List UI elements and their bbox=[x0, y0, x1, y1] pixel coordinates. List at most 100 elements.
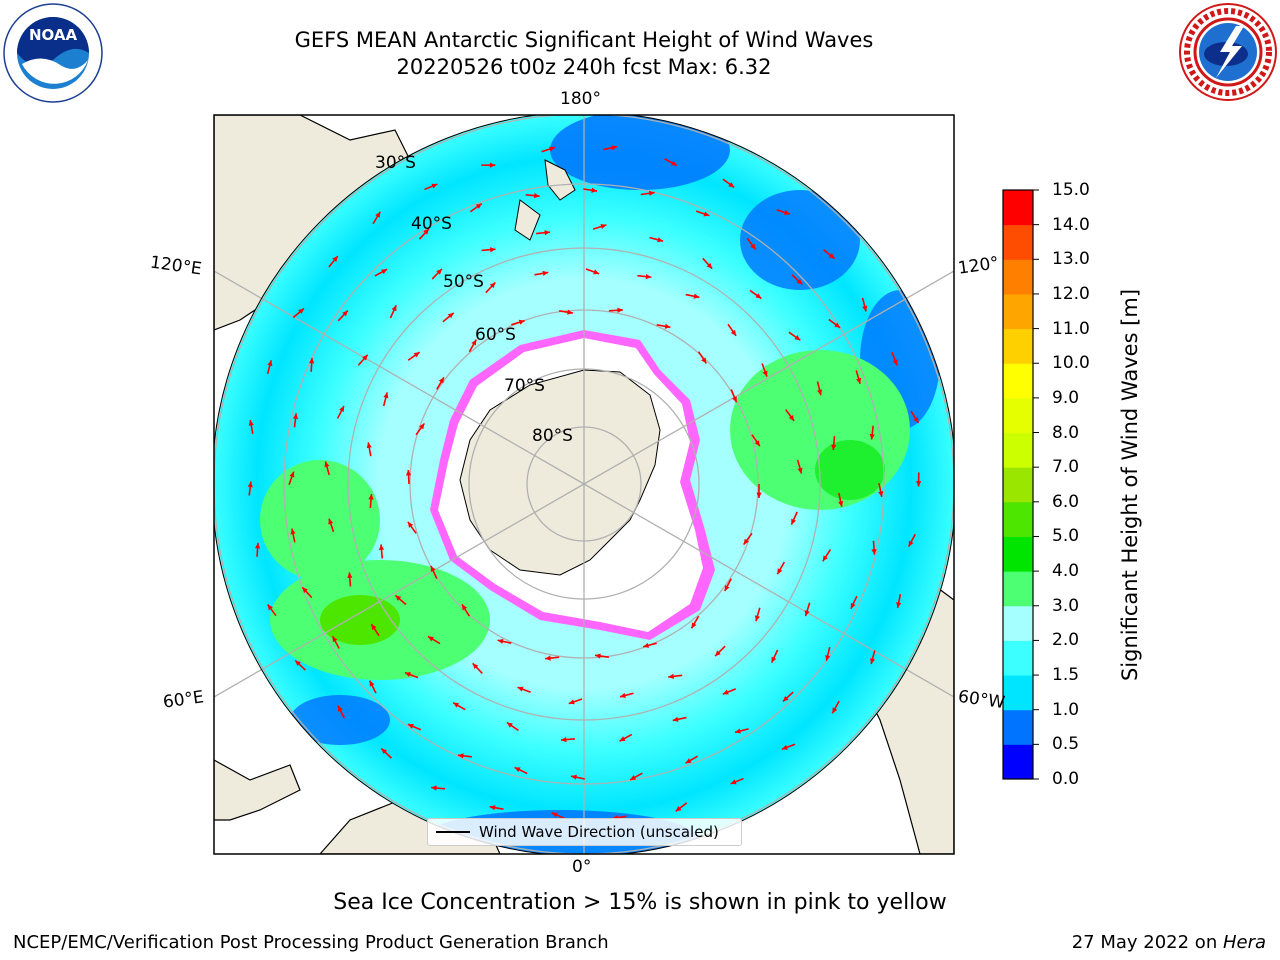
wave-peak-region bbox=[815, 440, 885, 500]
wave-direction-arrowhead bbox=[831, 444, 837, 451]
colorbar-tick-label: 2.0 bbox=[1052, 630, 1080, 651]
wave-direction-arrowhead bbox=[611, 145, 618, 151]
footer-date: 27 May 2022 on Hera bbox=[1072, 932, 1266, 953]
wave-direction-arrowhead bbox=[560, 737, 567, 743]
map-frame bbox=[213, 114, 955, 855]
footer-host: Hera bbox=[1222, 932, 1266, 953]
wave-direction-arrowhead bbox=[549, 146, 555, 152]
colorbar-swatch bbox=[1003, 467, 1033, 503]
wave-direction-arrowhead bbox=[643, 642, 650, 648]
wave-direction-arrowhead bbox=[672, 716, 679, 722]
colorbar-tick-label: 7.0 bbox=[1052, 457, 1080, 478]
wave-direction-arrowhead bbox=[620, 692, 626, 698]
wave-direction-arrowhead bbox=[506, 722, 513, 728]
wave-direction-arrowhead bbox=[292, 413, 299, 419]
wave-direction-arrowhead bbox=[825, 654, 831, 661]
colorbar-tick-label: 10.0 bbox=[1052, 353, 1090, 374]
noaa-logo: NOAA bbox=[3, 3, 103, 103]
wave-low-region bbox=[740, 190, 860, 290]
wave-direction-arrowhead bbox=[724, 585, 730, 592]
wave-direction-arrowhead bbox=[657, 237, 664, 243]
wave-direction-arrowhead bbox=[788, 414, 795, 421]
wave-direction-arrowhead bbox=[407, 521, 414, 528]
wave-direction-arrowhead bbox=[378, 544, 385, 551]
wave-direction-arrowhead bbox=[896, 602, 902, 608]
colorbar-swatch bbox=[1003, 224, 1033, 260]
wave-direction-arrowhead bbox=[472, 663, 479, 670]
wave-direction-arrowhead bbox=[497, 638, 504, 644]
colorbar-swatch bbox=[1003, 432, 1033, 468]
wave-direction-arrowhead bbox=[571, 774, 577, 780]
wave-direction-arrowhead bbox=[706, 262, 713, 269]
lat-label-70s: 70°S bbox=[504, 376, 545, 396]
wave-direction-arrowhead bbox=[404, 672, 411, 678]
wave-direction-arrowhead bbox=[419, 423, 425, 430]
wave-direction-arrowhead bbox=[913, 416, 919, 423]
wave-direction-arrowhead bbox=[828, 253, 835, 259]
wave-direction-arrowhead bbox=[771, 656, 777, 663]
wave-direction-arrowhead bbox=[430, 565, 436, 572]
wave-direction-arrowhead bbox=[834, 322, 841, 328]
wave-direction-arrowhead bbox=[295, 660, 301, 667]
wave-direction-arrowhead bbox=[668, 673, 674, 679]
colorbar-tick-label: 5.0 bbox=[1052, 526, 1080, 547]
map-area bbox=[214, 115, 954, 854]
wave-direction-arrowhead bbox=[431, 183, 438, 189]
wave-direction-arrowhead bbox=[489, 162, 496, 168]
wave-direction-arrowhead bbox=[703, 211, 710, 217]
land-antarctica bbox=[459, 369, 661, 576]
wave-direction-arrowhead bbox=[347, 572, 353, 579]
colorbar-tick-label: 14.0 bbox=[1052, 214, 1090, 235]
colorbar-swatch bbox=[1003, 571, 1033, 607]
wave-direction-arrowhead bbox=[782, 695, 789, 702]
wave-direction-arrowhead bbox=[302, 587, 308, 594]
wave-direction-arrowhead bbox=[732, 396, 737, 403]
wave-direction-arrowhead bbox=[332, 256, 338, 262]
wave-direction-arrowhead bbox=[630, 775, 637, 780]
lat-label-80s: 80°S bbox=[532, 426, 573, 446]
wave-direction-arrowhead bbox=[645, 273, 652, 280]
colorbar-swatch bbox=[1003, 709, 1033, 745]
colorbar-tick-label: 0.5 bbox=[1052, 734, 1080, 755]
wave-direction-arrowhead bbox=[395, 595, 402, 601]
wave-direction-arrowhead bbox=[471, 339, 477, 346]
wave-direction-arrowhead bbox=[362, 354, 368, 361]
wave-direction-arrowhead bbox=[436, 268, 442, 275]
wave-direction-arrowhead bbox=[591, 187, 598, 193]
lon-label-0: 0° bbox=[572, 857, 592, 877]
wave-direction-arrowhead bbox=[754, 615, 760, 622]
colorbar-swatch bbox=[1003, 640, 1033, 676]
wave-direction-arrowhead bbox=[489, 282, 496, 289]
wave-direction-arrowhead bbox=[475, 203, 482, 209]
wind-wave-arrows bbox=[247, 145, 922, 821]
wave-direction-arrowhead bbox=[545, 655, 551, 661]
wave-direction-arrowhead bbox=[383, 392, 389, 399]
wave-direction-arrowhead bbox=[339, 406, 344, 413]
land-new-zealand bbox=[514, 159, 576, 241]
wave-direction-arrowhead bbox=[750, 243, 756, 250]
wave-direction-arrowhead bbox=[685, 758, 692, 764]
wave-direction-arrowhead bbox=[743, 538, 749, 545]
sea-ice-note: Sea Ice Concentration > 15% is shown in … bbox=[333, 890, 947, 915]
colorbar-tick-label: 15.0 bbox=[1052, 180, 1090, 200]
colorbar-swatch bbox=[1003, 744, 1033, 780]
wave-direction-arrowhead bbox=[267, 360, 273, 367]
wave-direction-arrowhead bbox=[248, 420, 254, 426]
colorbar-tick-label: 3.0 bbox=[1052, 595, 1080, 616]
colorbar-swatch bbox=[1003, 605, 1033, 641]
wave-low-region bbox=[290, 695, 390, 745]
wave-direction-arrowhead bbox=[298, 308, 304, 314]
wave-direction-arrowhead bbox=[869, 433, 875, 440]
colorbar-swatch bbox=[1003, 397, 1033, 434]
wave-direction-arrowhead bbox=[701, 357, 707, 364]
wave-direction-arrowhead bbox=[817, 389, 823, 396]
wave-direction-arrowhead bbox=[850, 602, 856, 609]
wave-direction-arrowhead bbox=[407, 723, 414, 729]
wave-direction-arrowhead bbox=[728, 182, 735, 188]
wave-direction-arrowhead bbox=[518, 319, 525, 325]
wave-direction-arrowhead bbox=[369, 680, 375, 687]
wave-direction-arrowhead bbox=[832, 707, 838, 714]
wave-direction-arrowhead bbox=[290, 528, 296, 535]
wave-direction-arrowhead bbox=[423, 228, 429, 235]
map-legend: Wind Wave Direction (unscaled) bbox=[427, 818, 742, 846]
